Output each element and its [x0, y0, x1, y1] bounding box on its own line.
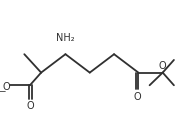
Text: O: O — [134, 91, 141, 101]
Text: O: O — [159, 60, 166, 70]
Text: O: O — [3, 82, 10, 92]
Text: −: − — [0, 86, 6, 95]
Text: NH₂: NH₂ — [56, 33, 75, 43]
Text: O: O — [27, 100, 34, 110]
